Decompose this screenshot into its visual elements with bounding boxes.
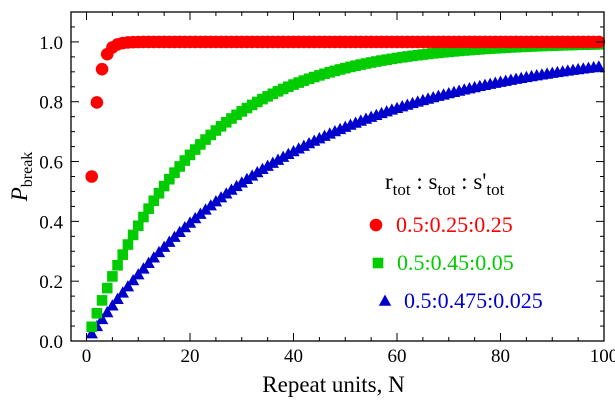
y-tick-label: 1.0 [39, 33, 63, 54]
data-points [85, 35, 606, 339]
data-point [245, 169, 259, 181]
legend-label: 0.5:0.45:0.05 [397, 250, 514, 275]
data-point [240, 172, 254, 185]
data-point [91, 307, 103, 319]
data-point [251, 165, 264, 178]
data-point [101, 305, 114, 318]
data-point [116, 286, 129, 298]
data-point [95, 62, 109, 76]
data-point [179, 155, 191, 166]
x-axis-title: Repeat units, N [262, 372, 405, 397]
y-axis-title-main: P [7, 187, 32, 202]
data-point [106, 299, 119, 311]
data-point [132, 220, 144, 232]
data-point [225, 183, 238, 195]
y-tick-label: 0.6 [39, 153, 63, 174]
data-point [184, 149, 196, 161]
axis-ticks [71, 11, 605, 342]
data-point [107, 271, 118, 282]
data-point [138, 211, 149, 223]
data-point [143, 203, 154, 215]
data-point [111, 292, 124, 304]
legend-entries: 0.5:0.25:0.25 0.5:0.45:0.05 0.5:0.475:0.02… [369, 212, 543, 313]
data-point [132, 268, 145, 280]
data-point [121, 280, 135, 292]
legend-label: 0.5:0.25:0.25 [396, 212, 513, 237]
y-tick-label: 0.0 [39, 332, 63, 353]
x-tick-labels: 0 20 40 60 80 100 [82, 346, 615, 367]
data-point [153, 187, 165, 199]
data-point [230, 179, 243, 192]
data-point [148, 195, 160, 207]
legend: rtot : stot : s'tot 0.5:0.25:0.250.5:0.4… [369, 169, 543, 313]
legend-title-s: s [429, 169, 438, 194]
y-tick-label: 0.8 [39, 93, 63, 114]
data-point [158, 180, 170, 192]
data-point [169, 167, 180, 178]
legend-marker-circle [369, 218, 383, 232]
data-point [127, 229, 139, 241]
legend-title-r-sub: tot [393, 180, 411, 199]
data-point [220, 187, 233, 199]
data-point [164, 173, 175, 185]
legend-title-r: r [385, 169, 393, 194]
data-point [266, 156, 280, 168]
x-tick-label: 80 [491, 346, 510, 367]
data-point [126, 273, 140, 286]
data-point [276, 150, 290, 162]
legend-title-s-sub: tot [437, 180, 455, 199]
data-point [90, 96, 104, 109]
y-tick-label: 0.2 [39, 272, 63, 293]
data-point [174, 161, 185, 172]
series-triangle [85, 60, 606, 339]
legend-entry: 0.5:0.45:0.05 [372, 250, 514, 275]
legend-title-sp: s' [473, 169, 486, 194]
data-point [592, 60, 606, 72]
legend-title-sep1: : [411, 169, 429, 194]
x-tick-label: 60 [388, 346, 407, 367]
legend-entry: 0.5:0.25:0.25 [369, 212, 513, 237]
data-point [112, 259, 123, 271]
y-axis-title: Pbreak [7, 152, 36, 203]
data-point [256, 162, 269, 175]
legend-marker-square [372, 257, 384, 269]
data-point [101, 282, 113, 294]
data-point [85, 170, 98, 183]
data-point [261, 159, 274, 171]
y-tick-labels: 0.0 0.2 0.4 0.6 0.8 1.0 [39, 33, 63, 353]
legend-title-sep2: : [455, 169, 473, 194]
data-point [86, 321, 97, 333]
y-tick-label: 0.4 [39, 212, 63, 233]
x-tick-label: 20 [181, 346, 200, 367]
legend-title-sp-sub: tot [486, 180, 504, 199]
data-point [271, 153, 285, 165]
data-point [85, 327, 98, 339]
data-point [96, 295, 108, 306]
legend-title: rtot : stot : s'tot [385, 169, 505, 199]
x-tick-label: 100 [590, 346, 615, 367]
legend-marker-triangle [378, 294, 392, 306]
data-point [117, 249, 129, 260]
legend-label: 0.5:0.475:0.025 [404, 288, 543, 313]
data-point [122, 239, 134, 250]
legend-entry: 0.5:0.475:0.025 [378, 288, 543, 313]
series-circle [85, 35, 606, 183]
x-tick-label: 0 [82, 346, 92, 367]
data-point [235, 176, 248, 188]
y-axis-title-sub: break [19, 152, 36, 188]
x-tick-label: 40 [284, 346, 303, 367]
